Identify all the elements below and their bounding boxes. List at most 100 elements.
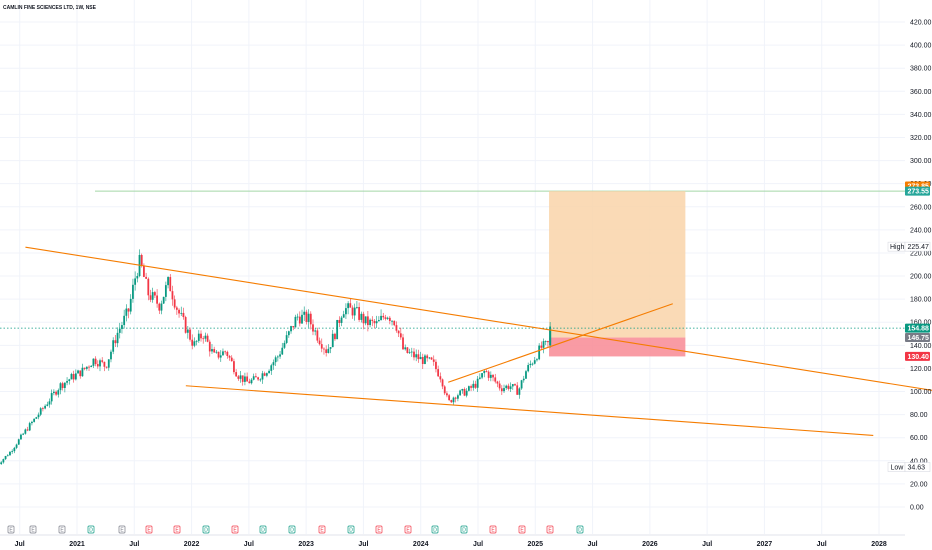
candle-body xyxy=(246,376,249,382)
time-tick-label: 2023 xyxy=(298,541,314,548)
candle-body xyxy=(353,307,356,316)
candle-body xyxy=(28,423,31,431)
candle-body xyxy=(334,333,336,340)
candle-body xyxy=(329,347,332,349)
candle-body xyxy=(90,365,93,368)
candle-body xyxy=(37,414,40,418)
candle-body xyxy=(309,313,312,325)
candle-body xyxy=(470,386,472,388)
event-marker xyxy=(58,525,66,534)
candle-body xyxy=(103,361,106,367)
candle-body xyxy=(184,317,187,333)
event-marker xyxy=(375,525,383,534)
candle-body xyxy=(380,315,382,321)
plot-area[interactable] xyxy=(0,0,932,534)
candle-body xyxy=(301,314,303,324)
candle-body xyxy=(373,320,376,324)
candle-body xyxy=(276,356,279,358)
candle-body xyxy=(219,355,222,358)
candle-body xyxy=(375,321,378,324)
time-axis[interactable]: Jul 2021 Jul 2022 Jul 2023 Jul 2024 Jul 2025 Jul 20… xyxy=(0,534,905,548)
price-tick-label: 320.00 xyxy=(910,135,932,142)
price-tick-label: 400.00 xyxy=(910,43,932,50)
candle-body xyxy=(345,308,347,315)
candle-body xyxy=(110,351,112,360)
candle-body xyxy=(180,312,183,314)
candle-body xyxy=(509,386,512,389)
candle-body xyxy=(465,390,468,396)
candle-body xyxy=(132,284,134,299)
event-marker-label: E xyxy=(9,528,13,534)
event-marker xyxy=(87,525,95,534)
candle-body xyxy=(46,404,49,406)
low-value: 34.63 xyxy=(908,465,926,472)
candle-body xyxy=(503,388,505,392)
candle-body xyxy=(386,317,389,319)
candle-body xyxy=(31,421,33,424)
candle-body xyxy=(134,278,137,285)
upper-trendline xyxy=(25,246,932,391)
candle-body xyxy=(316,330,319,341)
event-marker-label: E xyxy=(175,528,179,534)
candle-body xyxy=(366,316,369,326)
candle-body xyxy=(393,320,396,326)
candle-body xyxy=(441,379,444,387)
candle-body xyxy=(430,357,433,360)
candle-body xyxy=(17,439,20,445)
candle-body xyxy=(463,389,466,396)
candle-body xyxy=(127,308,130,312)
event-marker xyxy=(145,525,153,534)
event-marker xyxy=(404,525,412,534)
candle-body xyxy=(44,405,47,409)
candle-body xyxy=(33,418,36,422)
candle-body xyxy=(292,326,295,328)
candle-body xyxy=(476,378,479,388)
candle-body xyxy=(50,393,53,402)
candle-body xyxy=(538,345,541,360)
event-marker xyxy=(489,525,497,534)
candle-body xyxy=(518,388,521,395)
time-tick-label: Jul xyxy=(817,541,827,548)
candle-body xyxy=(79,370,82,377)
candle-body xyxy=(6,455,9,457)
candle-body xyxy=(395,325,398,331)
candle-body xyxy=(424,355,426,364)
candle-body xyxy=(283,342,286,348)
candle-body xyxy=(55,391,57,395)
candle-body xyxy=(404,347,407,350)
candle-body xyxy=(349,303,352,308)
time-tick-label: 2028 xyxy=(871,541,887,548)
candle-body xyxy=(298,316,301,324)
candle-body xyxy=(74,373,77,380)
candle-body xyxy=(454,397,457,399)
candle-body xyxy=(533,360,536,364)
candle-body xyxy=(52,391,55,394)
time-tick-label: Jul xyxy=(702,541,712,548)
price-tick-label: 20.00 xyxy=(910,481,928,488)
candle-body xyxy=(63,382,66,388)
price-axis[interactable]: 0.00 20.00 40.00 60.00 80.00 100.00 120.00 140.… xyxy=(910,20,932,512)
candle-body xyxy=(417,354,420,360)
candle-body xyxy=(77,370,79,374)
candle-body xyxy=(270,365,273,371)
candle-body xyxy=(489,374,492,378)
candle-body xyxy=(162,296,165,304)
candle-body xyxy=(217,351,220,358)
candle-body xyxy=(272,362,275,366)
candle-body xyxy=(527,365,530,372)
event-marker xyxy=(259,525,267,534)
candle-body xyxy=(399,333,402,338)
candle-body xyxy=(171,291,174,300)
price-tick-label: 180.00 xyxy=(910,297,932,304)
candle-body xyxy=(384,317,387,319)
candle-body xyxy=(164,285,167,297)
candle-body xyxy=(118,328,121,333)
event-marker-label: E xyxy=(406,528,410,534)
candle-body xyxy=(500,388,503,392)
price-tag-label: 154.88 xyxy=(908,326,930,333)
event-marker-label: D xyxy=(433,528,437,534)
event-marker-label: E xyxy=(31,528,35,534)
event-marker xyxy=(231,525,239,534)
candle-body xyxy=(492,374,494,378)
